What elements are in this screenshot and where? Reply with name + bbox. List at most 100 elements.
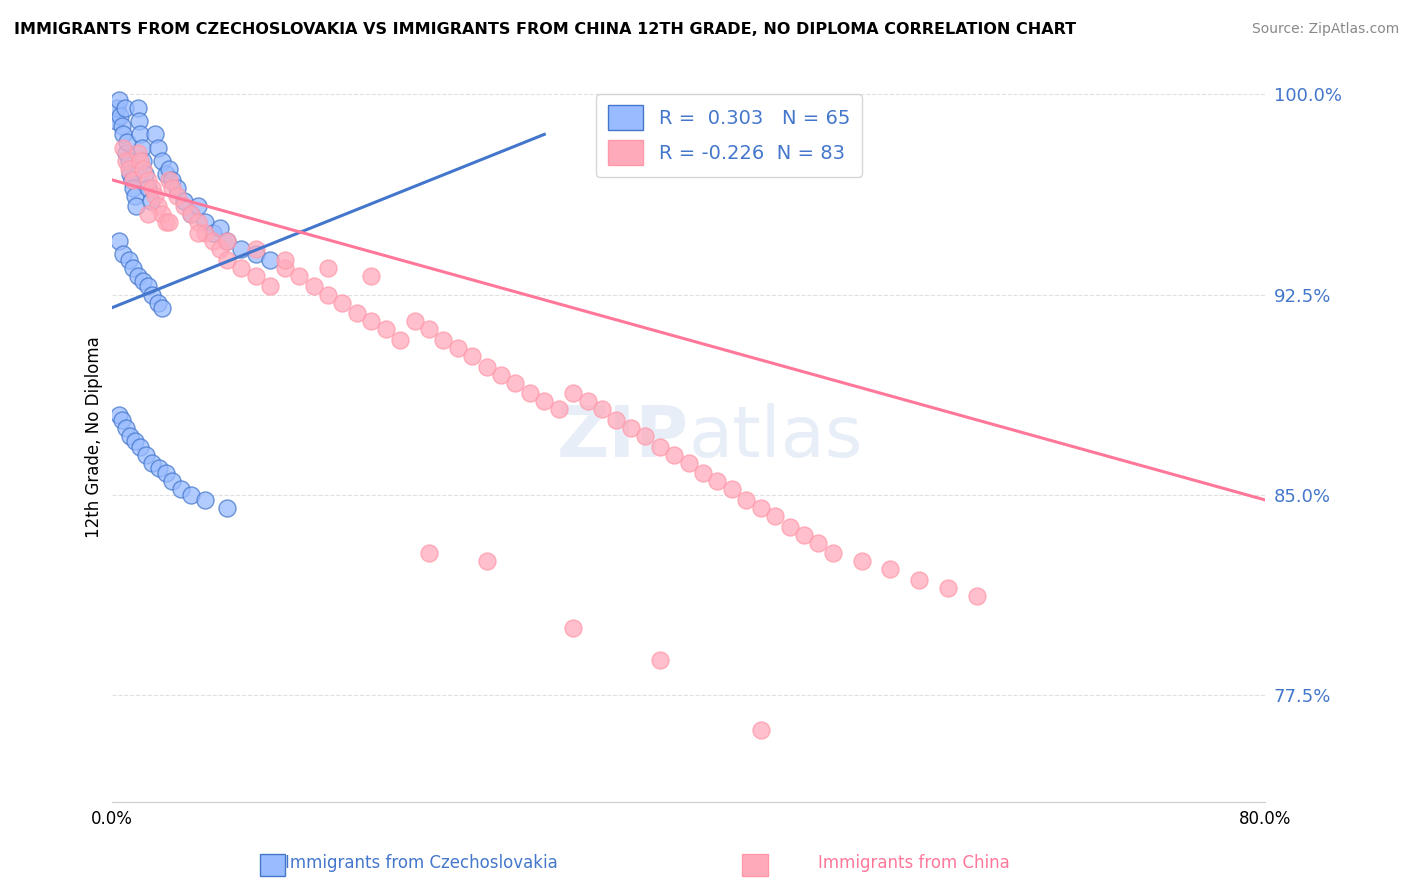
Point <box>879 562 901 576</box>
Point <box>648 653 671 667</box>
Point <box>187 215 209 229</box>
Point <box>160 173 183 187</box>
Point <box>194 493 217 508</box>
Point <box>148 461 170 475</box>
Point <box>692 467 714 481</box>
Point <box>136 173 159 187</box>
Point <box>461 349 484 363</box>
Point <box>127 268 149 283</box>
Point <box>124 188 146 202</box>
Point <box>132 162 155 177</box>
Point <box>720 483 742 497</box>
Point <box>141 180 163 194</box>
Point <box>187 199 209 213</box>
Point <box>111 120 134 134</box>
Point <box>851 554 873 568</box>
Point <box>108 408 131 422</box>
Text: Immigrants from China: Immigrants from China <box>818 855 1010 872</box>
Point <box>112 128 135 142</box>
Point <box>194 226 217 240</box>
Point <box>180 488 202 502</box>
Point <box>157 162 180 177</box>
Point <box>160 475 183 489</box>
Point <box>706 475 728 489</box>
Point <box>128 114 150 128</box>
Text: Source: ZipAtlas.com: Source: ZipAtlas.com <box>1251 22 1399 37</box>
Text: atlas: atlas <box>689 403 863 472</box>
Point <box>129 128 152 142</box>
Point <box>302 279 325 293</box>
Point <box>120 168 142 182</box>
Point <box>194 215 217 229</box>
Point <box>360 314 382 328</box>
Point <box>533 394 555 409</box>
Point <box>115 154 138 169</box>
Point <box>139 194 162 208</box>
Point <box>648 440 671 454</box>
Point <box>108 234 131 248</box>
Point <box>678 456 700 470</box>
Point <box>346 306 368 320</box>
Point <box>807 535 830 549</box>
Point <box>134 168 156 182</box>
Point <box>129 154 152 169</box>
Point <box>110 109 132 123</box>
Point <box>505 376 527 390</box>
Point <box>141 456 163 470</box>
Point <box>576 394 599 409</box>
Point <box>908 573 931 587</box>
Point <box>136 180 159 194</box>
Point <box>332 295 354 310</box>
Point <box>157 173 180 187</box>
Point <box>150 154 173 169</box>
Point <box>150 207 173 221</box>
Point <box>231 260 253 275</box>
Point <box>136 207 159 221</box>
Point <box>155 467 177 481</box>
Point <box>122 260 145 275</box>
Point <box>104 114 127 128</box>
Point <box>404 314 426 328</box>
Point <box>146 295 169 310</box>
Point <box>166 180 188 194</box>
Point <box>562 621 585 635</box>
Point <box>201 226 224 240</box>
Point <box>114 101 136 115</box>
Point <box>118 154 141 169</box>
Point <box>121 173 143 187</box>
Point <box>136 279 159 293</box>
Point <box>146 199 169 213</box>
Point <box>118 162 141 177</box>
Text: IMMIGRANTS FROM CZECHOSLOVAKIA VS IMMIGRANTS FROM CHINA 12TH GRADE, NO DIPLOMA C: IMMIGRANTS FROM CZECHOSLOVAKIA VS IMMIGR… <box>14 22 1076 37</box>
Point <box>141 287 163 301</box>
Point <box>316 260 339 275</box>
Y-axis label: 12th Grade, No Diploma: 12th Grade, No Diploma <box>86 336 103 538</box>
Point <box>208 242 231 256</box>
Point <box>157 215 180 229</box>
Point <box>170 483 193 497</box>
Point <box>374 322 396 336</box>
Point <box>662 448 685 462</box>
Point <box>112 247 135 261</box>
Point <box>173 194 195 208</box>
Point <box>259 252 281 267</box>
Point <box>215 501 238 516</box>
Point <box>259 279 281 293</box>
Point <box>418 322 440 336</box>
Point <box>173 199 195 213</box>
Point <box>127 101 149 115</box>
Point <box>418 546 440 560</box>
Point <box>591 402 613 417</box>
Point <box>245 242 267 256</box>
Point <box>288 268 311 283</box>
Point <box>821 546 844 560</box>
Point <box>475 359 498 374</box>
Point <box>966 589 988 603</box>
Point <box>389 333 412 347</box>
Point <box>143 128 166 142</box>
Point <box>111 413 134 427</box>
Point <box>127 146 149 161</box>
Point <box>108 93 131 107</box>
Point <box>180 207 202 221</box>
Point <box>187 226 209 240</box>
